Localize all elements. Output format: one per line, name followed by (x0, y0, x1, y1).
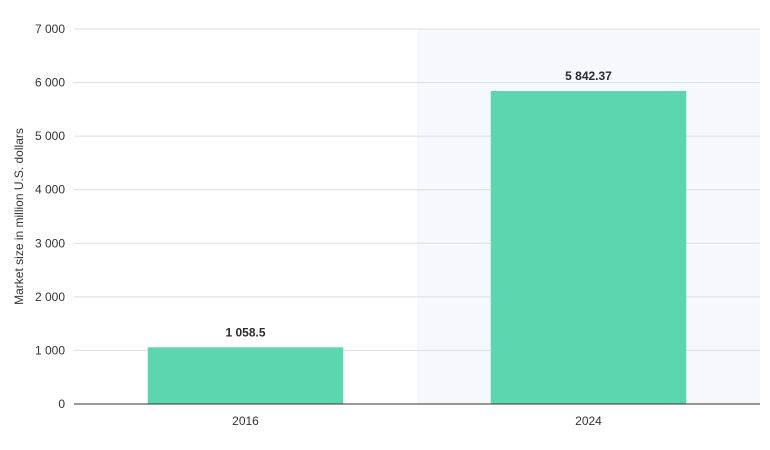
value-label: 1 058.5 (225, 325, 265, 339)
bar-2024[interactable] (490, 91, 687, 404)
y-tick-label: 0 (58, 397, 65, 411)
x-tick-label: 2024 (575, 414, 602, 428)
y-tick-label: 5 000 (35, 129, 65, 143)
x-tick-label: 2016 (232, 414, 259, 428)
y-tick-label: 3 000 (35, 236, 65, 250)
y-tick-label: 1 000 (35, 343, 65, 357)
y-tick-label: 7 000 (35, 22, 65, 36)
value-label: 5 842.37 (565, 69, 612, 83)
x-axis-ticks: 2016 2024 (232, 414, 602, 428)
y-tick-label: 6 000 (35, 76, 65, 90)
y-axis-ticks: 0 1 000 2 000 3 000 4 000 5 000 6 000 7 000 (35, 22, 65, 411)
bars (147, 91, 687, 404)
value-labels: 1 058.5 5 842.37 (225, 69, 612, 339)
bar-2016[interactable] (147, 347, 344, 404)
y-tick-label: 4 000 (35, 183, 65, 197)
y-axis-title: Market size in million U.S. dollars (12, 128, 26, 305)
y-tick-label: 2 000 (35, 290, 65, 304)
